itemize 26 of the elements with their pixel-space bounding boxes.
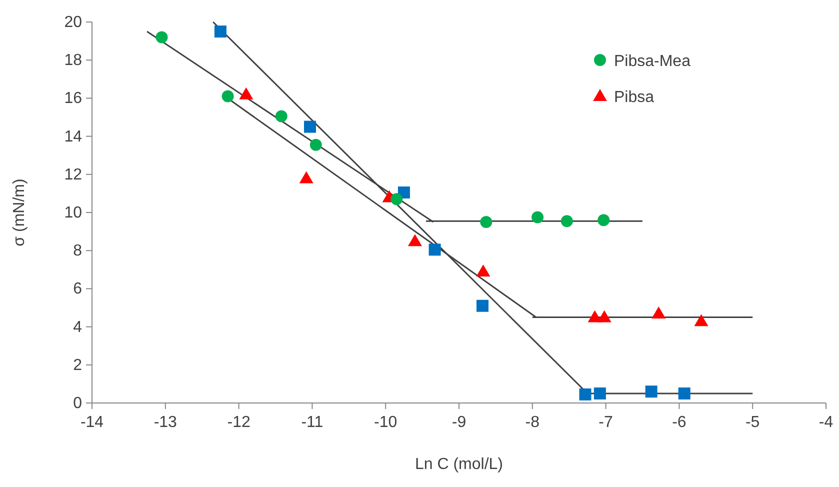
y-tick-label: 2 [73, 356, 82, 374]
x-tick-label: -12 [227, 414, 250, 431]
x-tick-label: -11 [301, 414, 324, 431]
x-tick-label: -4 [818, 414, 834, 431]
y-tick-label: 20 [64, 14, 82, 31]
x-tick-label: -7 [598, 414, 614, 431]
y-tick-label: 16 [64, 90, 82, 108]
x-tick-label: -5 [745, 414, 760, 431]
x-tick-label: -13 [154, 414, 178, 431]
legend-label: Pibsa [614, 89, 654, 106]
x-tick-label: -10 [374, 414, 398, 431]
x-tick-label: -9 [452, 414, 466, 431]
y-tick-label: 10 [64, 204, 82, 222]
y-axis-title: σ (mN/m) [11, 178, 28, 246]
x-tick-label: -8 [525, 414, 540, 431]
legend-label: Pibsa-Mea [614, 53, 691, 70]
x-tick-label: -6 [672, 414, 686, 431]
y-tick-label: 18 [64, 52, 82, 70]
x-axis-title: Ln C (mol/L) [414, 456, 504, 473]
x-tick-label: -14 [80, 414, 104, 431]
y-tick-label: 6 [73, 280, 82, 298]
y-tick-label: 0 [73, 395, 82, 412]
y-tick-label: 14 [64, 128, 82, 146]
y-tick-label: 4 [73, 318, 82, 336]
y-tick-label: 12 [64, 166, 82, 184]
y-tick-label: 8 [73, 242, 82, 260]
